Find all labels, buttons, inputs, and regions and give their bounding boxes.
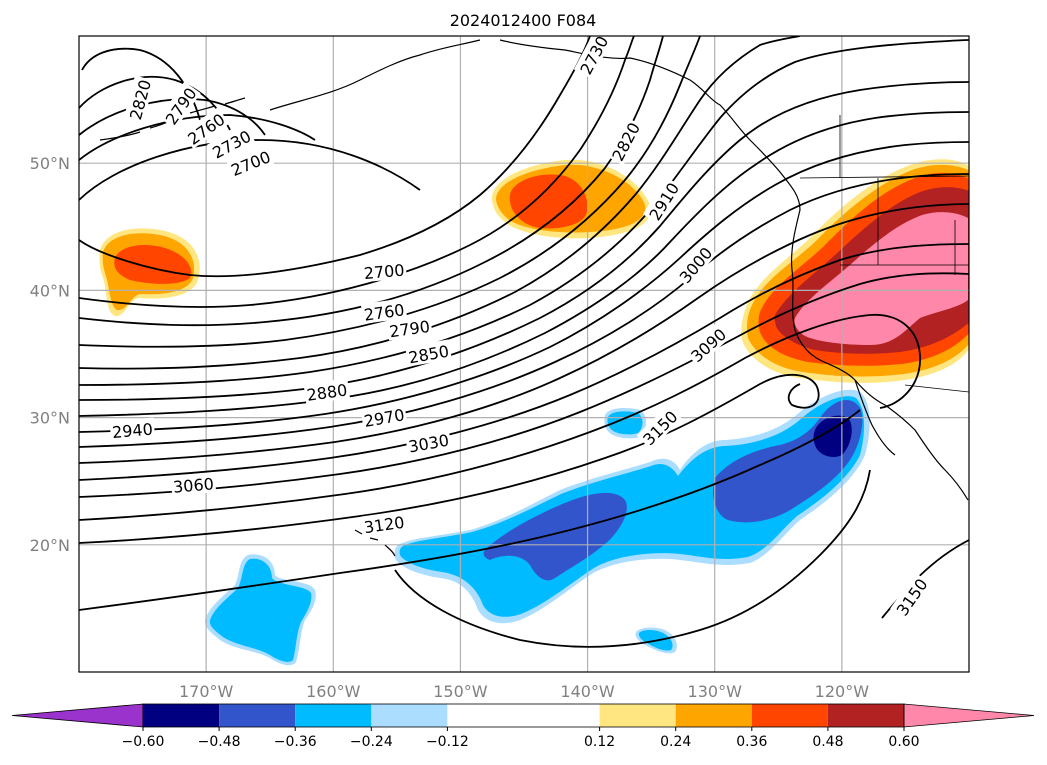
- contour-label-background: [303, 378, 350, 405]
- contour-label-background: [206, 124, 256, 163]
- latitude-labels: 50°N 40°N 30°N 20°N: [30, 154, 70, 555]
- contour-label-background: [360, 298, 408, 324]
- contour-label-background: [109, 417, 156, 442]
- colorbar-segments: [11, 703, 1035, 728]
- contour-label: 2940: [109, 417, 156, 442]
- contour-line: [79, 203, 969, 464]
- colorbar-tick-label: −0.24: [350, 734, 393, 750]
- longitude-label: 170°W: [179, 682, 234, 701]
- contour-label-text: 2700: [363, 261, 405, 283]
- colorbar-tick-label: 0.12: [584, 734, 615, 750]
- contour-line: [79, 111, 969, 417]
- colorbar-segment: [599, 704, 676, 727]
- colorbar-ticks: −0.60 −0.48 −0.36 −0.24 −0.12 0.12 0.24 0.36 0.4…: [122, 727, 920, 750]
- contour-label-background: [181, 107, 230, 149]
- hawaiian-islands: [354, 529, 396, 557]
- contour-line: [79, 139, 421, 201]
- alaska-coast: [269, 39, 801, 211]
- colorbar-tick-label: −0.60: [122, 734, 165, 750]
- contour-line: [79, 81, 969, 401]
- contour-line: [79, 36, 664, 327]
- contour-label-background: [386, 314, 433, 341]
- colorbar-tick-label: 0.60: [888, 734, 919, 750]
- contour-label-background: [159, 81, 201, 130]
- colorbar-tick-label: −0.12: [426, 734, 469, 750]
- contour-line: [79, 141, 969, 433]
- contour-line: [79, 409, 861, 611]
- colorbar-tick-label: 0.48: [812, 734, 843, 750]
- contour-label-background: [605, 116, 644, 166]
- height-contours: [79, 36, 969, 648]
- positive-anomaly-western-us: [741, 159, 969, 383]
- latitude-label: 20°N: [30, 536, 70, 555]
- contour-label-background: [684, 322, 731, 367]
- contour-label-background: [642, 176, 684, 225]
- colorbar-segment: [675, 704, 752, 727]
- latitude-label: 50°N: [30, 154, 70, 173]
- contour-label: 3120: [360, 510, 408, 537]
- colorbar-segment: [827, 704, 904, 727]
- colorbar: −0.60 −0.48 −0.36 −0.24 −0.12 0.12 0.24 0.36 0.4…: [11, 703, 1035, 750]
- contour-line: [79, 36, 701, 348]
- longitude-label: 120°W: [815, 682, 870, 701]
- contour-label-background: [890, 572, 932, 621]
- contour-label: 3060: [170, 472, 217, 497]
- contour-label-background: [573, 30, 613, 79]
- contour-label: 2790: [386, 314, 433, 341]
- contour-line: [79, 243, 969, 481]
- longitude-label: 150°W: [433, 682, 488, 701]
- longitude-label: 130°W: [688, 682, 743, 701]
- colorbar-tick-label: 0.36: [736, 734, 767, 750]
- contour-label-background: [673, 241, 717, 288]
- colorbar-tick-label: 0.24: [660, 734, 691, 750]
- negative-anomaly-southwest: [204, 554, 316, 666]
- contour-label-background: [636, 404, 682, 450]
- baja-california: [854, 379, 896, 456]
- contour-label-background: [123, 75, 155, 124]
- colorbar-segment: [371, 704, 448, 727]
- map-title: 2024012400 F084: [450, 11, 597, 30]
- gridlines: [79, 36, 969, 672]
- contour-label-background: [405, 339, 452, 367]
- colorbar-segment: [447, 704, 600, 727]
- contour-label-text: 3060: [172, 474, 214, 496]
- contour-line: [79, 36, 801, 370]
- colorbar-tick-label: −0.48: [198, 734, 241, 750]
- contour-line: [79, 173, 969, 448]
- contour-label-background: [361, 258, 407, 283]
- latitude-label: 40°N: [30, 281, 70, 300]
- contour-label-background: [360, 510, 408, 537]
- contour-line: [79, 314, 921, 521]
- contour-label-background: [170, 472, 217, 496]
- contour-label-background: [360, 402, 408, 431]
- contour-labels: 2820 279027602730270027302820291030003090…: [109, 30, 932, 621]
- contour-label-background: [226, 144, 275, 180]
- contour-label: 3030: [405, 428, 452, 456]
- contour-label-background: [405, 428, 452, 456]
- longitude-labels: 170°W 160°W 150°W 140°W 130°W 120°W: [179, 682, 869, 701]
- colorbar-segment: [295, 704, 372, 727]
- contour-line: [394, 469, 871, 648]
- colorbar-extend-high: [903, 703, 1035, 728]
- colorbar-tick-label: −0.36: [274, 734, 317, 750]
- contour-line: [79, 36, 591, 278]
- longitude-label: 160°W: [306, 682, 361, 701]
- map-frame: [78, 35, 970, 673]
- colorbar-frame: [142, 703, 905, 728]
- latitude-label: 30°N: [30, 409, 70, 428]
- contour-line: [79, 98, 266, 136]
- contour-line: [79, 36, 635, 308]
- longitude-label: 140°W: [560, 682, 615, 701]
- contour-line: [79, 272, 969, 498]
- contour-label: 2700: [361, 258, 407, 283]
- negative-anomaly-main-band: [394, 389, 870, 624]
- colorbar-segment: [219, 704, 296, 727]
- colorbar-segment: [143, 704, 220, 727]
- contour-label-text: 2940: [111, 420, 153, 442]
- colorbar-extend-low: [11, 703, 144, 728]
- colorbar-segment: [751, 704, 828, 727]
- positive-anomaly-central-pacific: [491, 159, 651, 239]
